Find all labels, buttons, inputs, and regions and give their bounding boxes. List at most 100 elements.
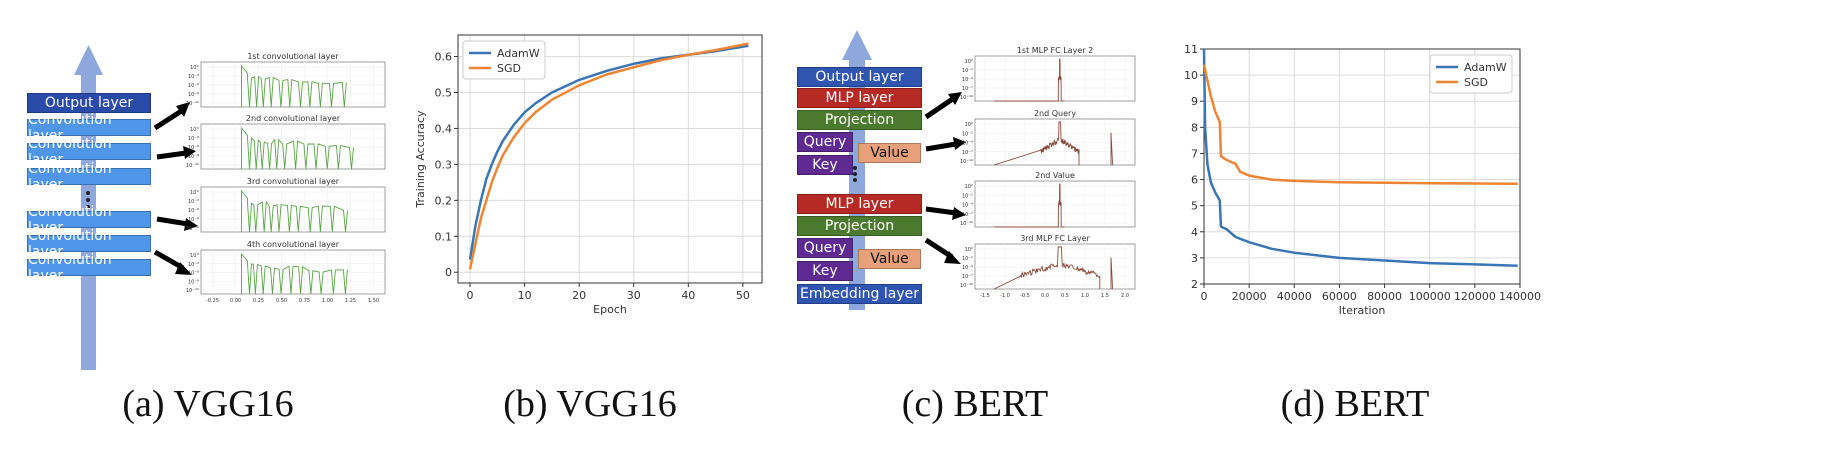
mini-x-tick-label: 0.50: [276, 298, 287, 304]
mini-y-tick-label: 10⁻⁷: [962, 150, 973, 156]
mini-y-tick-label: 10⁻¹²: [186, 288, 199, 294]
mini-y-tick-label: 10⁻¹: [962, 256, 973, 262]
mini-x-tick-label: -1.5: [980, 293, 990, 299]
y-tick-label: 3: [1191, 252, 1198, 265]
legend-label-sgd: SGD: [1464, 76, 1488, 89]
mini-plot-title: 2nd Value: [1035, 171, 1075, 180]
mini-y-tick-label: 10°: [190, 65, 199, 71]
pointer-arrows-c: [924, 92, 966, 264]
ellipsis-dot: [853, 172, 857, 176]
y-tick-label: 4: [1191, 226, 1198, 239]
x-axis-label: Epoch: [593, 303, 627, 316]
mini-plot-title: 1st convolutional layer: [247, 52, 339, 61]
mini-plot-line: [241, 64, 347, 108]
x-tick-label: 10: [518, 289, 532, 302]
accuracy-chart: 0 10 20 30 40 50 0 0.1 0.2 0.3 0.4 0.5 0.6 Epoch Train…: [414, 34, 763, 316]
ellipsis-dot: [853, 178, 857, 182]
mini-y-tick-label: 10⁻⁴: [962, 141, 973, 147]
ellipsis-dot: [86, 198, 90, 202]
mini-y-tick-label: 10⁻⁶: [188, 83, 199, 89]
mini-plots-a: 1st convolutional layer 10° 10⁻³ 10⁻⁶ 10⁻⁹ 10…: [186, 52, 386, 304]
mini-x-tick-label: 1.25: [345, 298, 356, 304]
mini-y-tick-label: 10⁻⁹: [188, 92, 199, 98]
mini-plot-line: [994, 121, 1114, 166]
mini-y-tick-label: 10⁻⁶: [188, 208, 199, 214]
y-tick-label: 5: [1191, 200, 1198, 213]
y-tick-label: 2: [1191, 278, 1198, 291]
mini-y-tick-label: 10⁻¹²: [186, 226, 199, 232]
y-tick-label: 7: [1191, 147, 1198, 160]
y-tick-label: 0.4: [435, 122, 453, 135]
legend-box: [462, 40, 546, 80]
mini-y-tick-label: 10⁻³: [188, 262, 199, 268]
mini-y-tick-label: 10⁻¹⁰: [960, 159, 973, 165]
query-block: Query: [797, 132, 853, 152]
key-block: Key: [797, 261, 853, 281]
y-tick-label: 0.3: [435, 158, 453, 171]
mini-y-tick-label: 10°: [190, 190, 199, 196]
key-block: Key: [797, 155, 853, 175]
mini-y-tick-label: 10⁻¹: [962, 68, 973, 74]
mini-x-tick-label: 0.75: [299, 298, 310, 304]
mini-plot-frame: [200, 123, 386, 170]
x-tick-label: 40000: [1277, 290, 1312, 303]
x-tick-label: 0: [467, 289, 474, 302]
mini-plot-frame: [974, 180, 1136, 228]
legend-label-adamw: AdamW: [497, 47, 540, 60]
mini-plot-title: 1st MLP FC Layer 2: [1017, 46, 1093, 55]
series-line-adamw: [1202, 48, 1518, 267]
mini-x-tick-label: 2.0: [1121, 293, 1129, 299]
legend-box: [1429, 54, 1513, 94]
y-tick-label: 0.5: [435, 87, 453, 100]
x-tick-label: 60000: [1322, 290, 1357, 303]
mini-y-tick-label: 10⁻¹⁰: [960, 221, 973, 227]
mini-y-tick-label: 10⁻¹²: [186, 163, 199, 169]
mini-y-tick-label: 10⁻⁷: [962, 274, 973, 280]
mini-plot-frame: [200, 61, 386, 108]
mini-y-tick-label: 10²: [965, 59, 973, 65]
mini-y-tick-label: 10⁻³: [188, 74, 199, 80]
mini-y-tick-label: 10⁻¹⁰: [960, 283, 973, 289]
mini-y-tick-label: 10⁻⁷: [962, 86, 973, 92]
embedding-layer-block: Embedding layer: [797, 284, 922, 304]
projection-block: Projection: [797, 110, 922, 130]
caption-d: (d) BERT: [1280, 383, 1430, 425]
y-axis-label: Training Accuracy: [414, 110, 427, 209]
value-block: Value: [858, 249, 921, 269]
mini-y-tick-label: 10⁻¹²: [186, 101, 199, 107]
mini-y-tick-label: 10⁻⁹: [188, 279, 199, 285]
mini-x-tick-label: 0.25: [253, 298, 264, 304]
mini-x-tick-label: -1.0: [1000, 293, 1010, 299]
loss-chart: 0 20000 40000 60000 80000 100000 120000 140000 2…: [1184, 43, 1541, 317]
mini-y-tick-label: 10⁻⁴: [962, 265, 973, 271]
series-line-sgd: [1202, 64, 1518, 185]
mini-plot-title: 3rd MLP FC Layer: [1020, 234, 1090, 243]
y-tick-label: 0: [445, 266, 452, 279]
y-tick-label: 6: [1191, 174, 1198, 187]
ellipsis-dot: [86, 205, 90, 209]
x-tick-label: 50: [736, 289, 750, 302]
y-tick-label: 0.6: [435, 51, 453, 64]
mini-x-tick-label: 1.0: [1081, 293, 1089, 299]
mini-x-tick-label: 1.50: [368, 298, 379, 304]
caption-b: (b) VGG16: [503, 383, 677, 425]
mini-y-tick-label: 10⁻³: [188, 199, 199, 205]
mini-y-tick-label: 10⁻¹⁰: [960, 95, 973, 101]
x-axis-label: Iteration: [1339, 304, 1386, 317]
mini-y-tick-label: 10°: [190, 253, 199, 259]
mini-plot-title: 3rd convolutional layer: [247, 177, 340, 186]
x-tick-label: 120000: [1454, 290, 1496, 303]
output-layer-block: Output layer: [27, 93, 151, 113]
panel-c: Output layer MLP layer Projection Query …: [780, 0, 1200, 451]
mini-plots-c: 1st MLP FC Layer 2 10² 10⁻¹ 10⁻⁴ 10⁻⁷ 10⁻¹⁰ 2n…: [960, 46, 1136, 299]
mini-y-tick-label: 10²: [965, 122, 973, 128]
mini-plot-frame: [200, 186, 386, 233]
mini-y-tick-label: 10⁻⁷: [962, 212, 973, 218]
plot-frame: [1203, 48, 1521, 285]
mini-plot-line: [241, 126, 354, 170]
x-tick-label: 100000: [1409, 290, 1451, 303]
mini-y-tick-label: 10°: [190, 127, 199, 133]
x-tick-label: 140000: [1499, 290, 1541, 303]
mlp-layer-block: MLP layer: [797, 194, 922, 214]
mini-y-tick-label: 10²: [965, 247, 973, 253]
